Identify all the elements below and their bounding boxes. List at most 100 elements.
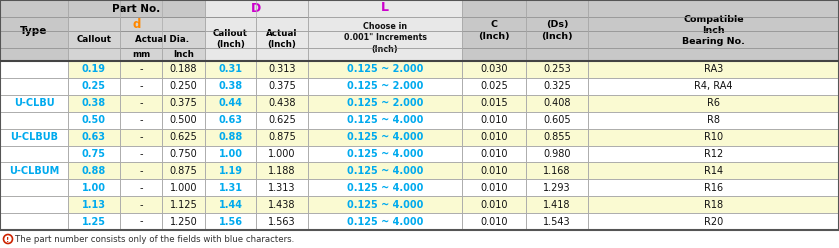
Bar [462, 95, 526, 112]
Bar [0, 162, 68, 179]
Text: 0.625: 0.625 [268, 115, 296, 125]
Bar [0, 196, 68, 213]
Text: 1.13: 1.13 [82, 200, 106, 210]
Text: 0.50: 0.50 [82, 115, 106, 125]
Text: 1.56: 1.56 [218, 217, 242, 227]
Bar [588, 112, 839, 129]
Text: 0.63: 0.63 [218, 115, 242, 125]
Text: R10: R10 [704, 132, 723, 142]
Text: !: ! [7, 237, 9, 243]
Bar [462, 162, 526, 179]
Text: 1.188: 1.188 [268, 166, 296, 176]
Bar [120, 112, 162, 129]
Bar [0, 129, 68, 146]
Text: (Ds)
(Inch): (Ds) (Inch) [541, 20, 573, 41]
Bar [256, 78, 308, 95]
Text: 0.325: 0.325 [543, 81, 571, 91]
Text: 0.375: 0.375 [268, 81, 296, 91]
Bar [256, 179, 308, 196]
Bar [308, 213, 462, 230]
Bar [162, 179, 205, 196]
Bar [120, 146, 162, 162]
Text: 1.00: 1.00 [82, 183, 106, 193]
Text: L: L [381, 1, 389, 14]
Text: 0.125 ~ 4.000: 0.125 ~ 4.000 [347, 183, 423, 193]
Text: 0.855: 0.855 [543, 132, 571, 142]
Bar [68, 61, 120, 78]
Text: 1.438: 1.438 [268, 200, 296, 210]
Text: 1.418: 1.418 [543, 200, 571, 210]
Text: 0.125 ~ 4.000: 0.125 ~ 4.000 [347, 132, 423, 142]
Bar [462, 179, 526, 196]
Bar [205, 146, 256, 162]
Text: Part No.: Part No. [112, 3, 160, 13]
Text: Actual
(Inch): Actual (Inch) [266, 29, 298, 49]
Bar [462, 146, 526, 162]
Bar [588, 0, 839, 61]
Bar [256, 95, 308, 112]
Bar [0, 196, 68, 213]
Bar [162, 95, 205, 112]
Text: R4, RA4: R4, RA4 [694, 81, 732, 91]
Bar [308, 179, 462, 196]
Text: 1.000: 1.000 [169, 183, 197, 193]
Bar [308, 61, 462, 78]
Bar [588, 78, 839, 95]
Bar [68, 78, 120, 95]
Text: 1.00: 1.00 [218, 149, 242, 159]
Bar [588, 146, 839, 162]
Text: d: d [133, 18, 141, 31]
Text: -: - [139, 115, 143, 125]
Bar [308, 129, 462, 146]
Text: 0.125 ~ 2.000: 0.125 ~ 2.000 [347, 98, 423, 108]
Bar [0, 213, 68, 230]
Text: Inch: Inch [173, 50, 194, 59]
Text: 0.500: 0.500 [169, 115, 197, 125]
Bar [68, 146, 120, 162]
Bar [205, 0, 308, 17]
Text: 0.010: 0.010 [480, 183, 508, 193]
Text: 0.125 ~ 4.000: 0.125 ~ 4.000 [347, 149, 423, 159]
Bar [308, 0, 462, 61]
Bar [205, 162, 256, 179]
Bar [205, 213, 256, 230]
Text: 0.010: 0.010 [480, 149, 508, 159]
Bar [162, 213, 205, 230]
Text: Choose in
0.001" Increments
(Inch): Choose in 0.001" Increments (Inch) [343, 22, 426, 54]
Bar [68, 179, 120, 196]
Text: 0.875: 0.875 [268, 132, 296, 142]
Bar [162, 78, 205, 95]
Text: 0.125 ~ 4.000: 0.125 ~ 4.000 [347, 217, 423, 227]
Bar [0, 61, 68, 78]
Text: 0.75: 0.75 [82, 149, 106, 159]
Bar [162, 196, 205, 213]
Bar [68, 162, 120, 179]
Bar [256, 17, 308, 61]
Bar [588, 213, 839, 230]
Bar [205, 196, 256, 213]
Bar [162, 129, 205, 146]
Text: -: - [139, 132, 143, 142]
Bar [68, 129, 120, 146]
Bar [308, 146, 462, 162]
Text: R16: R16 [704, 183, 723, 193]
Bar [120, 179, 162, 196]
Text: 0.980: 0.980 [543, 149, 571, 159]
Bar [462, 129, 526, 146]
Bar [0, 146, 68, 162]
Bar [162, 146, 205, 162]
Bar [68, 196, 120, 213]
Text: 0.88: 0.88 [218, 132, 242, 142]
Bar [68, 17, 120, 61]
Bar [256, 112, 308, 129]
Bar [526, 213, 588, 230]
Text: 0.125 ~ 2.000: 0.125 ~ 2.000 [347, 81, 423, 91]
Text: -: - [139, 98, 143, 108]
Bar [308, 95, 462, 112]
Text: 0.125 ~ 4.000: 0.125 ~ 4.000 [347, 115, 423, 125]
Text: Type: Type [20, 26, 48, 35]
Text: 1.168: 1.168 [543, 166, 571, 176]
Bar [0, 179, 68, 196]
Bar [308, 196, 462, 213]
Text: 0.313: 0.313 [268, 64, 296, 74]
